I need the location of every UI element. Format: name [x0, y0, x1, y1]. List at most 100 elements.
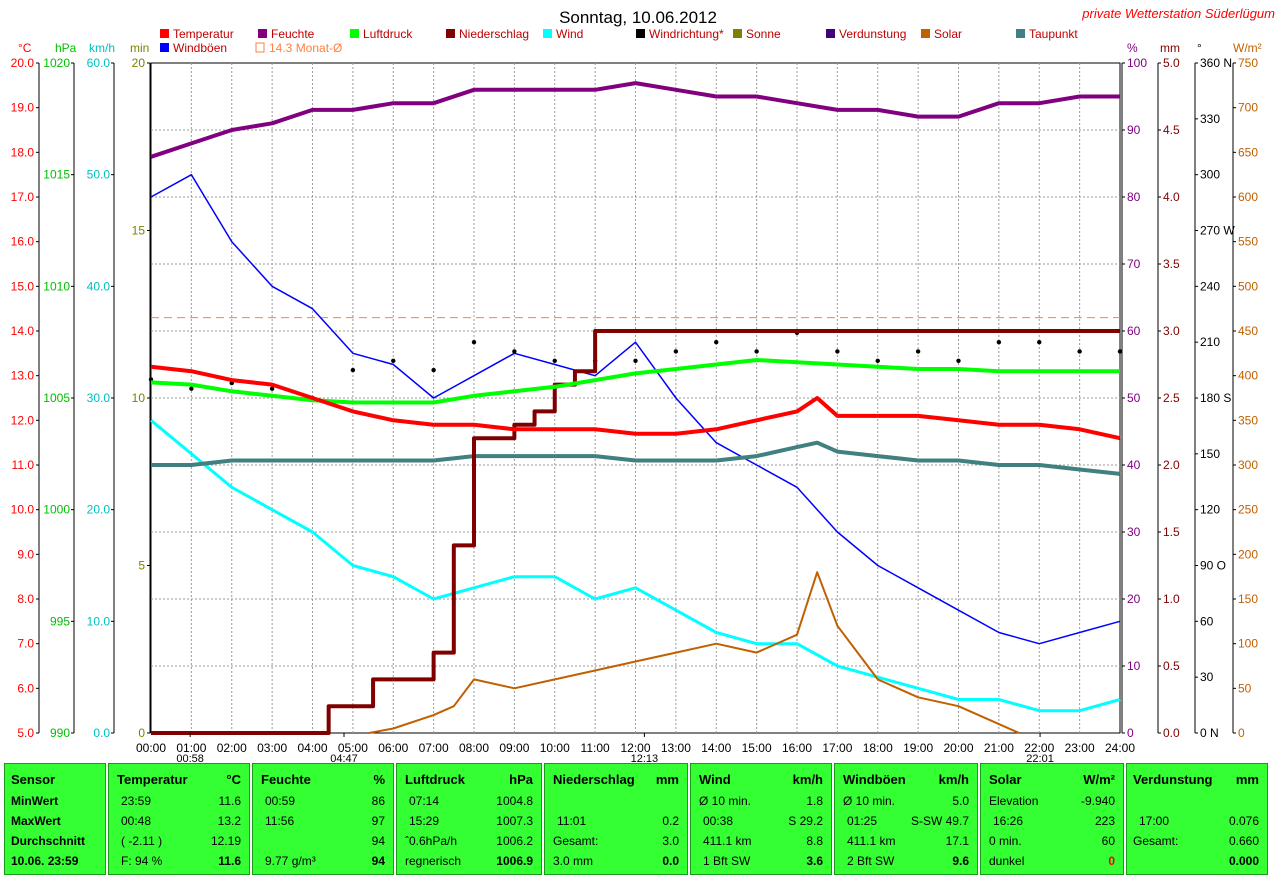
temperature-tick-label: 10.0 [11, 503, 35, 517]
direction-tick-label: 360 N [1200, 56, 1232, 70]
feuchte-max-value: 97 [371, 814, 385, 828]
pressure-tick-label: 1015 [43, 168, 70, 182]
legend-label: Verdunstung [839, 27, 906, 41]
luftdruck-unit: hPa [509, 772, 533, 787]
windboeen-max-time: 01:25 [847, 814, 878, 828]
wind-avg10-label: Ø 10 min. [699, 794, 752, 808]
panel-verdunstung: Verdunstung mm 17:00 0.076 Gesamt: 0.660… [1126, 763, 1268, 875]
sensor-row-avg: Durchschnitt [11, 834, 86, 848]
temperature-tick-label: 18.0 [11, 145, 35, 159]
x-tick-label: 20:00 [943, 741, 973, 755]
solar-elevation-label: Elevation [989, 794, 1039, 808]
solar-tick-label: 600 [1238, 190, 1258, 204]
x-tick-label: 08:00 [459, 741, 489, 755]
temperature-tick-label: 13.0 [11, 369, 35, 383]
panel-niederschlag: Niederschlag mm 11:01 0.2 Gesamt: 3.0 3.… [544, 763, 688, 875]
precipitation-tick-label: 3.0 [1163, 324, 1180, 338]
verdunstung-header: Verdunstung [1133, 772, 1213, 787]
chart-legend: Temperatur Feuchte Luftdruck Niederschlag Wi… [160, 27, 1078, 55]
pressure-axis-unit: hPa [55, 41, 77, 55]
direction-tick-label: 240 [1200, 279, 1220, 293]
sunshine-axis-unit: min [130, 41, 149, 55]
temperatur-cur-value: 11.6 [218, 854, 241, 868]
wind-tick-label: 20.0 [87, 503, 111, 517]
temperature-tick-label: 20.0 [11, 56, 35, 70]
windrichtung-point [1037, 339, 1042, 345]
niederschlag-cur-label: 3.0 mm [553, 854, 594, 868]
panel-luftdruck: Luftdruck hPa 07:14 1004.8 15:29 1007.3 … [396, 763, 542, 875]
legend-label: Sonne [746, 27, 781, 41]
solar-axis-unit: W/m² [1233, 41, 1262, 55]
precipitation-tick-label: 5.0 [1163, 56, 1180, 70]
sunshine-tick-label: 20 [132, 56, 146, 70]
legend-item: Solar [921, 27, 962, 41]
niederschlag-max-value: 0.2 [662, 814, 679, 828]
temperatur-avg-label: ( -2.11 ) [121, 834, 163, 848]
solar-tick-label: 450 [1238, 324, 1258, 338]
feuchte-min-value: 86 [371, 794, 385, 808]
windboeen-bft: 2 Bft SW [847, 854, 895, 868]
x-tick-label: 00:00 [136, 741, 166, 755]
precipitation-tick-label: 4.0 [1163, 190, 1180, 204]
wind-avg-value: 8.8 [806, 834, 823, 848]
niederschlag-total-value: 3.0 [662, 834, 679, 848]
pressure-tick-label: 995 [50, 614, 70, 628]
sunshine-tick-label: 5 [138, 559, 145, 573]
precipitation-tick-label: 3.5 [1163, 257, 1180, 271]
series-luftdruck [150, 358, 1120, 405]
legend-item: Windrichtung* [636, 27, 724, 41]
legend-swatch [160, 29, 169, 38]
panel-sensor: Sensor MinWert MaxWert Durchschnitt 10.0… [4, 763, 106, 875]
feuchte-cur-label: 9.77 g/m³ [265, 854, 316, 868]
sensor-row-max: MaxWert [11, 814, 61, 828]
direction-tick-label: 90 O [1200, 559, 1226, 573]
windrichtung-point [754, 349, 759, 354]
niederschlag-total-label: Gesamt: [553, 834, 599, 848]
solar-minutes: 0 min. [989, 834, 1022, 848]
solar-cur-value: 0 [1108, 854, 1115, 868]
luftdruck-cur-value: 1006.9 [496, 854, 533, 868]
legend-swatch [350, 29, 359, 38]
x-tick-label: 22:00 [1024, 741, 1054, 755]
niederschlag-unit: mm [655, 772, 679, 787]
x-tick-label: 13:00 [661, 741, 691, 755]
direction-tick-label: 0 N [1200, 726, 1219, 740]
series-feuchte [150, 81, 1120, 159]
legend-item: Temperatur [160, 27, 234, 41]
solar-state: dunkel [989, 854, 1025, 868]
direction-tick-label: 120 [1200, 503, 1220, 517]
humidity-tick-label: 40 [1127, 458, 1141, 472]
feuchte-min-time: 00:59 [265, 794, 296, 808]
x-tick-label: 18:00 [863, 741, 893, 755]
windrichtung-point [673, 349, 679, 354]
temperature-tick-label: 14.0 [11, 324, 35, 338]
direction-axis-unit: ° [1197, 41, 1202, 55]
solar-tick-label: 400 [1238, 369, 1258, 383]
legend-swatch [733, 29, 742, 38]
x-tick-label: 03:00 [257, 741, 287, 755]
direction-tick-label: 330 [1200, 112, 1220, 126]
windboeen-header: Windböen [843, 772, 906, 787]
temperatur-max-value: 13.2 [217, 814, 241, 828]
feuchte-unit: % [373, 772, 385, 787]
humidity-tick-label: 20 [1127, 592, 1141, 606]
wind-tick-label: 40.0 [87, 279, 111, 293]
windboeen-unit: km/h [938, 772, 969, 787]
direction-tick-label: 300 [1200, 168, 1220, 182]
niederschlag-max-time: 11:01 [557, 814, 587, 828]
pressure-tick-label: 1010 [43, 279, 70, 293]
temperature-tick-label: 11.0 [12, 458, 35, 472]
temperatur-min-value: 11.6 [218, 794, 241, 808]
legend-item: Wind [543, 27, 583, 41]
windrichtung-point [915, 349, 921, 354]
sunshine-tick-label: 10 [132, 391, 146, 405]
windrichtung-point [633, 358, 638, 363]
feuchte-header: Feuchte [261, 772, 311, 787]
feuchte-avg-value: 94 [371, 834, 385, 848]
marker-min-humidity: 00:58 [176, 753, 204, 762]
temperature-tick-label: 19.0 [11, 101, 35, 115]
x-tick-label: 11:00 [581, 741, 610, 755]
wind-avg10-value: 1.8 [806, 794, 823, 808]
solar-tick-label: 700 [1238, 101, 1258, 115]
pressure-tick-label: 1020 [43, 56, 70, 70]
